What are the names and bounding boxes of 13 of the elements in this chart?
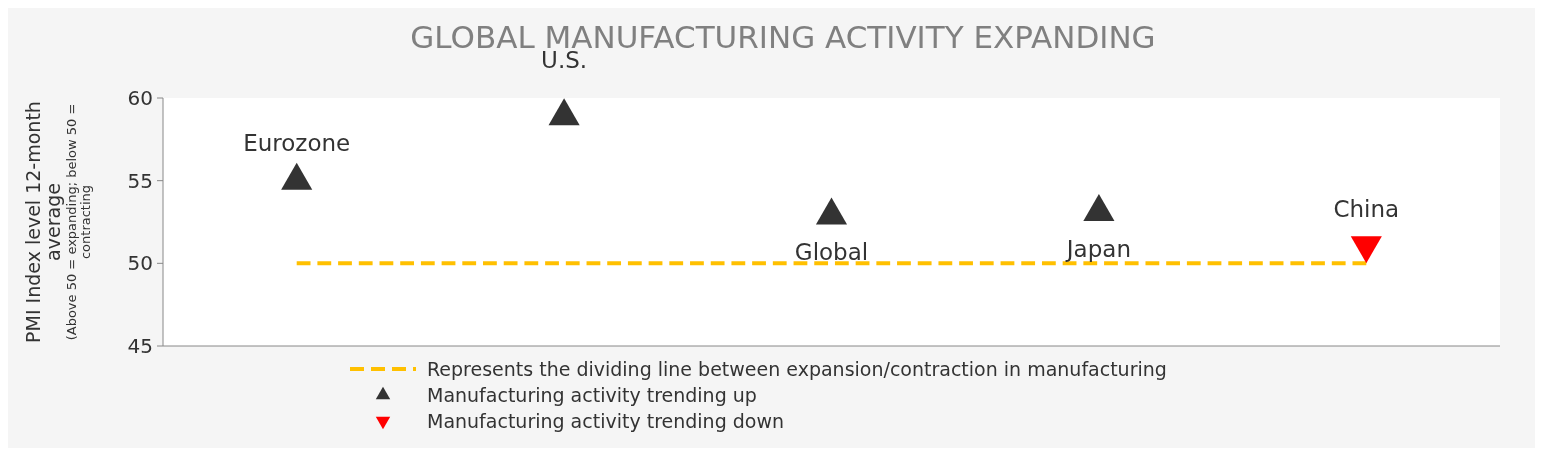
legend-label: Manufacturing activity trending down	[427, 409, 785, 432]
legend-label: Represents the dividing line between expansion/contraction in manufacturing	[427, 357, 1167, 380]
x-tick-label: Japan	[1064, 236, 1131, 263]
legend-label: Manufacturing activity trending up	[427, 383, 757, 406]
y-tick-label: 50	[127, 251, 153, 276]
x-tick-label: Eurozone	[243, 129, 351, 156]
text: (Above 50 = expanding; below 50 = contracting	[64, 103, 93, 341]
y-tick-label: 45	[127, 334, 153, 358]
x-tick-label: Global	[794, 239, 869, 266]
y-axis-title: PMI Index level 12-month average	[22, 101, 64, 343]
y-tick-label: 55	[127, 168, 153, 193]
x-tick-label: China	[1333, 196, 1400, 223]
y-tick-label: 60	[127, 86, 153, 110]
